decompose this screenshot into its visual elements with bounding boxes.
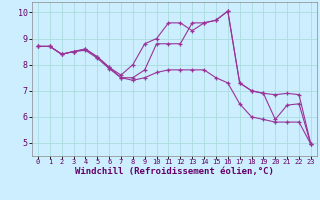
X-axis label: Windchill (Refroidissement éolien,°C): Windchill (Refroidissement éolien,°C) xyxy=(75,167,274,176)
